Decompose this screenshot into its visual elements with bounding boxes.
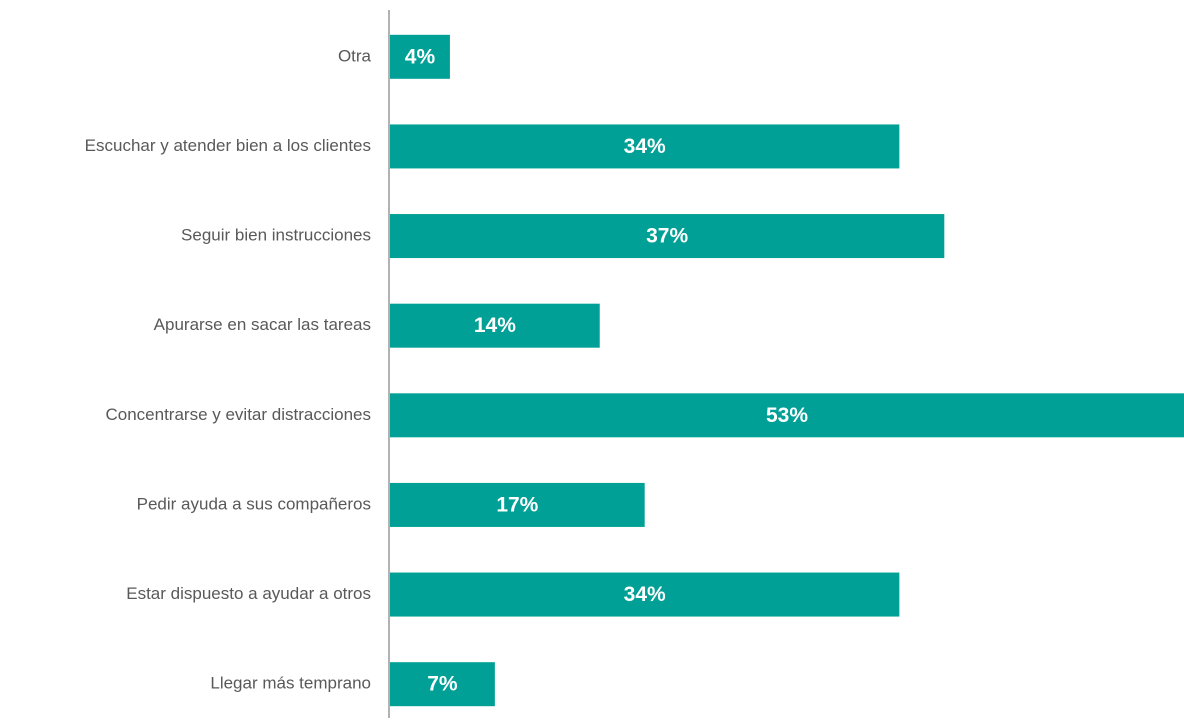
value-label: 17% bbox=[496, 493, 538, 516]
value-label: 4% bbox=[405, 45, 436, 68]
bar bbox=[390, 662, 495, 707]
bar bbox=[390, 482, 645, 527]
category-label: Escuchar y atender bien a los clientes bbox=[85, 136, 371, 155]
value-label: 14% bbox=[474, 314, 516, 337]
category-label: Estar dispuesto a ayudar a otros bbox=[126, 584, 371, 603]
value-label: 37% bbox=[646, 225, 688, 248]
value-label: 53% bbox=[766, 404, 808, 427]
value-label: 7% bbox=[427, 673, 458, 696]
bar bbox=[390, 124, 900, 169]
category-label: Concentrarse y evitar distracciones bbox=[105, 405, 371, 424]
category-label: Apurarse en sacar las tareas bbox=[154, 315, 371, 334]
category-label: Seguir bien instrucciones bbox=[181, 226, 371, 245]
value-label: 34% bbox=[624, 583, 666, 606]
bar bbox=[390, 214, 945, 259]
bar bbox=[390, 572, 900, 617]
bar bbox=[390, 393, 1184, 438]
bar bbox=[390, 303, 600, 348]
category-label: Llegar más temprano bbox=[210, 674, 371, 693]
value-label: 34% bbox=[624, 135, 666, 158]
category-label: Otra bbox=[338, 46, 372, 65]
category-label: Pedir ayuda a sus compañeros bbox=[137, 494, 371, 513]
bar bbox=[390, 34, 450, 79]
